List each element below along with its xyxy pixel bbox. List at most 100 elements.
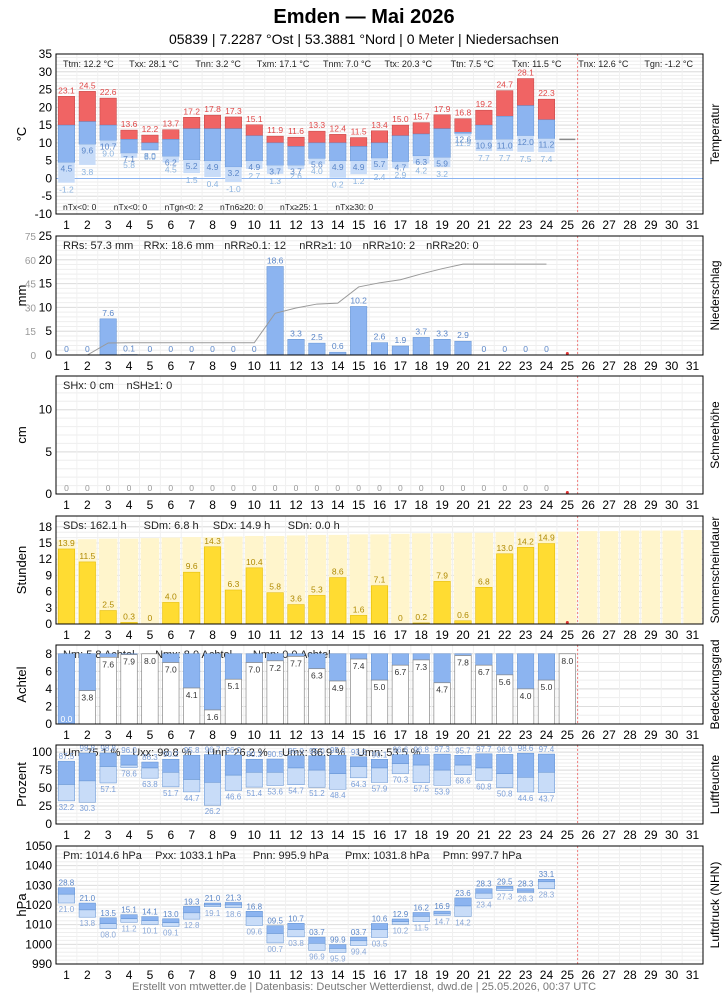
y-tick-label-cumulative: 45 (25, 280, 37, 291)
humidity-lower-bar (517, 777, 535, 793)
cloud-cover-bar (371, 653, 388, 681)
panel-side-label: Luftfeuchte (708, 754, 722, 814)
sunshine-bar (162, 602, 180, 625)
tmin-data-label: 8.0 (144, 151, 156, 161)
pmin-data-label: 14.2 (455, 918, 471, 927)
tground-data-label: 7.4 (541, 154, 553, 164)
y-tick-label: 10 (39, 300, 53, 314)
precip-data-label: 0 (544, 344, 549, 354)
x-tick-label: 12 (289, 498, 303, 512)
umax-data-label: 96.7 (205, 746, 221, 755)
x-tick-label: 11 (269, 728, 282, 742)
humidity-upper-bar (120, 754, 138, 766)
stat-label: Pnn: 995.9 hPa (253, 850, 330, 862)
snow-data-label: 0 (523, 483, 528, 493)
precip-data-label: 2.6 (374, 332, 386, 342)
x-tick-label: 4 (126, 968, 133, 982)
snow-data-label: 0 (315, 483, 320, 493)
pressure-upper-bar (496, 886, 514, 889)
pmin-data-label: 28.3 (539, 891, 555, 900)
footer-credits: Erstellt von mtwetter.de | Datenbasis: D… (131, 981, 597, 993)
x-tick-label: 24 (540, 218, 554, 232)
daylength-bar (349, 534, 368, 624)
umax-data-label: 95.8 (184, 746, 200, 755)
tmax-bar (183, 117, 201, 129)
stat-label: Tnm: 7.0 °C (323, 59, 372, 69)
humidity-lower-bar (329, 773, 347, 790)
x-tick-label: 17 (394, 828, 408, 842)
tmin-bar (537, 119, 555, 139)
tmax-bar (266, 135, 284, 144)
x-tick-label: 24 (540, 968, 554, 982)
x-tick-label: 31 (686, 359, 700, 373)
humidity-upper-bar (517, 752, 535, 778)
pressure-upper-bar (162, 918, 180, 923)
x-tick-label: 14 (331, 498, 345, 512)
humidity-lower-bar (412, 764, 430, 783)
x-tick-label: 2 (84, 628, 91, 642)
humidity-lower-bar (162, 772, 180, 788)
pmin-data-label: 18.6 (226, 910, 242, 919)
daylength-bar (558, 531, 577, 624)
tground-bar (496, 139, 513, 152)
umin-data-label: 51.2 (309, 789, 325, 798)
tground-bar (225, 167, 242, 182)
humidity-upper-bar (204, 754, 222, 783)
tmin-data-label: 4.5 (61, 163, 73, 173)
panel-frame (55, 235, 704, 356)
umin-data-label: 63.8 (142, 780, 158, 789)
sunshine-data-label: 0.3 (123, 611, 135, 621)
sunshine-data-label: 5.3 (311, 584, 323, 594)
pmax-data-label: 99.9 (330, 936, 346, 945)
x-tick-label: 30 (665, 218, 679, 232)
umax-data-label: 95.0 (288, 747, 304, 756)
tground-data-label: 4.0 (311, 166, 323, 176)
pmax-data-label: 21.0 (80, 894, 96, 903)
pmax-data-label: 09.5 (267, 917, 283, 926)
x-tick-label: 6 (167, 498, 174, 512)
tground-data-label: -1.2 (59, 185, 74, 195)
tmax-data-label: 22.3 (538, 88, 555, 98)
y-tick-label-cumulative: 75 (25, 232, 37, 243)
x-tick-label: 28 (623, 359, 637, 373)
x-tick-label: 3 (105, 218, 112, 232)
x-tick-label: 7 (188, 359, 195, 373)
x-tick-label: 2 (84, 498, 91, 512)
daylength-bar (391, 533, 410, 624)
umax-data-label: 96.0 (226, 746, 242, 755)
precip-data-label: 3.3 (436, 328, 448, 338)
stat-label: Ttx: 20.3 °C (384, 59, 432, 69)
pmin-data-label: 09.6 (246, 927, 262, 936)
umax-data-label: 97.4 (539, 745, 555, 754)
tground-bar (162, 156, 180, 163)
x-tick-label: 30 (665, 359, 679, 373)
y-tick-label-cumulative: 0 (30, 351, 36, 362)
x-tick-label: 22 (498, 628, 512, 642)
pressure-lower-bar (245, 916, 263, 926)
sunshine-data-label: 13.0 (496, 543, 513, 553)
x-tick-label: 3 (105, 828, 112, 842)
y-tick-label: 990 (32, 957, 52, 971)
sunshine-data-label: 0.2 (415, 612, 427, 622)
tground-data-label: 0.2 (332, 180, 344, 190)
umin-data-label: 78.6 (121, 770, 137, 779)
x-tick-label: 27 (602, 828, 616, 842)
tmax-bar (99, 97, 117, 126)
y-tick-label: 0 (45, 348, 52, 362)
x-tick-label: 10 (248, 628, 262, 642)
x-tick-label: 15 (352, 628, 366, 642)
x-tick-label: 4 (126, 628, 133, 642)
tground-bar (454, 133, 472, 137)
humidity-upper-bar (99, 752, 117, 767)
tmax-data-label: 17.2 (183, 106, 200, 116)
stat-label: Tnn: 3.2 °C (195, 59, 241, 69)
snow-data-label: 0 (377, 483, 382, 493)
panel-side-label: Sonnenscheindauer (708, 517, 722, 624)
snow-data-label: 0 (106, 483, 111, 493)
umax-data-label: 98.8 (80, 744, 96, 753)
cloud-cover-bar (204, 653, 222, 711)
humidity-upper-bar (412, 754, 430, 766)
y-tick-label: 1040 (25, 859, 52, 873)
tmax-bar (391, 124, 409, 137)
x-tick-label: 28 (623, 498, 637, 512)
